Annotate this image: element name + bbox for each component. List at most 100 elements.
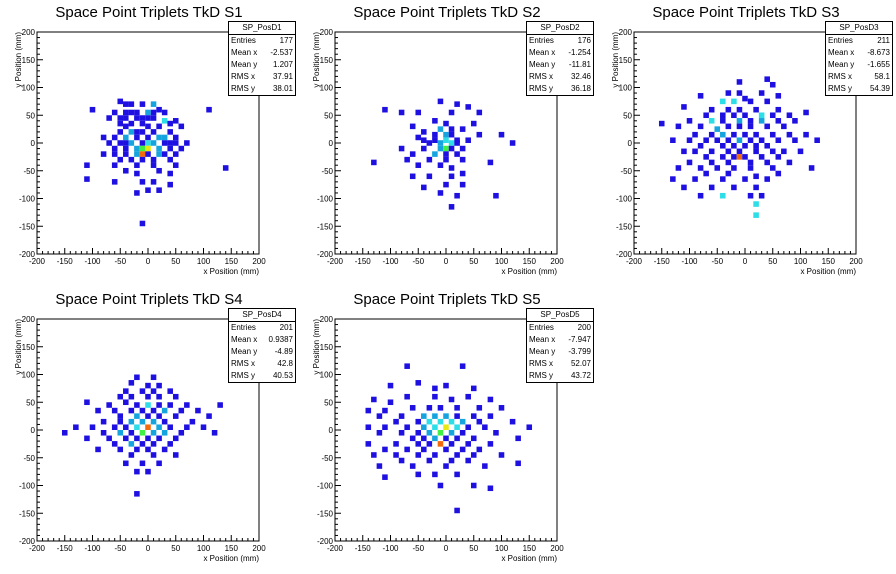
- x-tick-label: 150: [225, 257, 239, 266]
- histogram-bin: [134, 109, 140, 116]
- histogram-bin: [792, 137, 798, 143]
- histogram-bin: [764, 176, 770, 182]
- histogram-bin: [387, 382, 394, 389]
- x-tick-label: 0: [146, 544, 151, 553]
- plot-svg: -200 -150 -100 -50 0 50 100 150 200 -200 -150 -100 -…: [611, 28, 863, 276]
- y-tick-label: 150: [320, 56, 334, 65]
- histogram-bin: [111, 162, 118, 168]
- histogram-bin: [128, 393, 135, 400]
- histogram-bin: [731, 184, 737, 191]
- histogram-bin: [409, 435, 416, 442]
- histogram-bin: [172, 413, 179, 419]
- histogram-bin: [432, 118, 438, 124]
- x-tick-label: 0: [743, 257, 748, 266]
- stats-value: -4.89: [274, 347, 293, 356]
- histogram-bin: [111, 441, 118, 447]
- stats-box: SP_PosD1 Entries 177 Mean x -2.537 Mean y 1.20…: [228, 21, 296, 96]
- histogram-bin: [487, 485, 494, 492]
- histogram-bin: [117, 393, 124, 400]
- histogram-bin: [781, 123, 787, 130]
- stats-value: -8.673: [867, 48, 890, 57]
- histogram-bin: [150, 179, 157, 185]
- y-tick-label: -150: [616, 222, 633, 231]
- histogram-bin: [742, 131, 748, 138]
- histogram-bin: [720, 131, 726, 138]
- histogram-bin: [498, 452, 505, 458]
- histogram-bin: [703, 137, 709, 143]
- stats-row: Mean y -3.799: [527, 346, 593, 358]
- y-tick-label: 200: [619, 28, 633, 37]
- histogram-bin: [476, 446, 483, 453]
- histogram-bin: [222, 165, 229, 171]
- histogram-bin: [95, 446, 101, 453]
- histogram-bin: [758, 154, 765, 160]
- histogram-bin: [692, 176, 698, 182]
- histogram-bin: [415, 418, 422, 425]
- histogram-bin: [393, 418, 399, 425]
- stats-value: 177: [279, 36, 293, 45]
- histogram-bin: [443, 463, 449, 469]
- histogram-bin: [448, 140, 455, 146]
- histogram-bin: [365, 424, 372, 430]
- x-tick-label: -50: [412, 257, 424, 266]
- histogram-bin: [128, 129, 135, 135]
- histogram-bin: [128, 441, 135, 447]
- stats-row: Mean y -11.81: [527, 59, 593, 71]
- stats-value: 36.18: [570, 84, 591, 93]
- histogram-bin: [134, 402, 140, 408]
- histogram-bin: [515, 435, 521, 442]
- histogram-bin: [211, 430, 218, 436]
- y-tick-label: -200: [317, 537, 334, 546]
- histogram-bin: [139, 407, 146, 414]
- histogram-bin: [426, 140, 433, 146]
- histogram-bin: [786, 112, 793, 119]
- stats-title: SP_PosD1: [229, 22, 295, 35]
- stats-key: Entries: [231, 323, 256, 332]
- x-tick-label: 0: [146, 257, 151, 266]
- histogram-bin: [409, 463, 416, 469]
- histogram-bin: [139, 120, 146, 127]
- histogram-bin: [725, 170, 732, 177]
- histogram-bin: [150, 140, 157, 146]
- histogram-bin: [139, 145, 146, 152]
- stats-value: 200: [577, 323, 591, 332]
- histogram-bin: [708, 131, 715, 138]
- y-axis-label: y Position (mm): [611, 32, 620, 88]
- histogram-bin: [178, 407, 185, 414]
- y-tick-label: 200: [320, 28, 334, 37]
- histogram-bin: [382, 407, 388, 414]
- histogram-bin: [426, 418, 433, 425]
- histogram-bin: [476, 405, 483, 411]
- histogram-bin: [111, 179, 118, 185]
- chart-title: Space Point Triplets TkD S3: [652, 4, 840, 21]
- y-tick-label: -50: [23, 167, 35, 176]
- histogram-bin: [382, 474, 388, 480]
- histogram-bin: [686, 118, 693, 124]
- histogram-bin: [437, 162, 444, 168]
- histogram-bin: [742, 176, 748, 182]
- histogram-bin: [161, 430, 168, 436]
- histogram-bin: [448, 145, 455, 152]
- stats-row: Mean x -8.673: [826, 47, 892, 59]
- stats-value: -3.799: [568, 347, 591, 356]
- histogram-bin: [206, 413, 212, 419]
- histogram-bin: [134, 129, 140, 135]
- histogram-bin: [365, 441, 372, 447]
- y-tick-label: 200: [22, 315, 36, 324]
- histogram-bin: [775, 106, 782, 113]
- histogram-bin: [156, 460, 162, 467]
- histogram-bin: [167, 156, 173, 163]
- histogram-bin: [139, 179, 146, 185]
- y-axis-label: y Position (mm): [312, 32, 321, 88]
- y-tick-label: 0: [31, 139, 36, 148]
- histogram-bin: [443, 145, 449, 152]
- y-tick-label: 200: [320, 315, 334, 324]
- histogram-bin: [156, 393, 162, 400]
- histogram-bin: [172, 162, 179, 168]
- histogram-bin: [742, 143, 748, 149]
- y-tick-label: 50: [26, 398, 35, 407]
- histogram-bin: [128, 140, 135, 146]
- histogram-bin: [421, 446, 427, 453]
- histogram-bin: [725, 159, 732, 166]
- histogram-bin: [156, 187, 162, 193]
